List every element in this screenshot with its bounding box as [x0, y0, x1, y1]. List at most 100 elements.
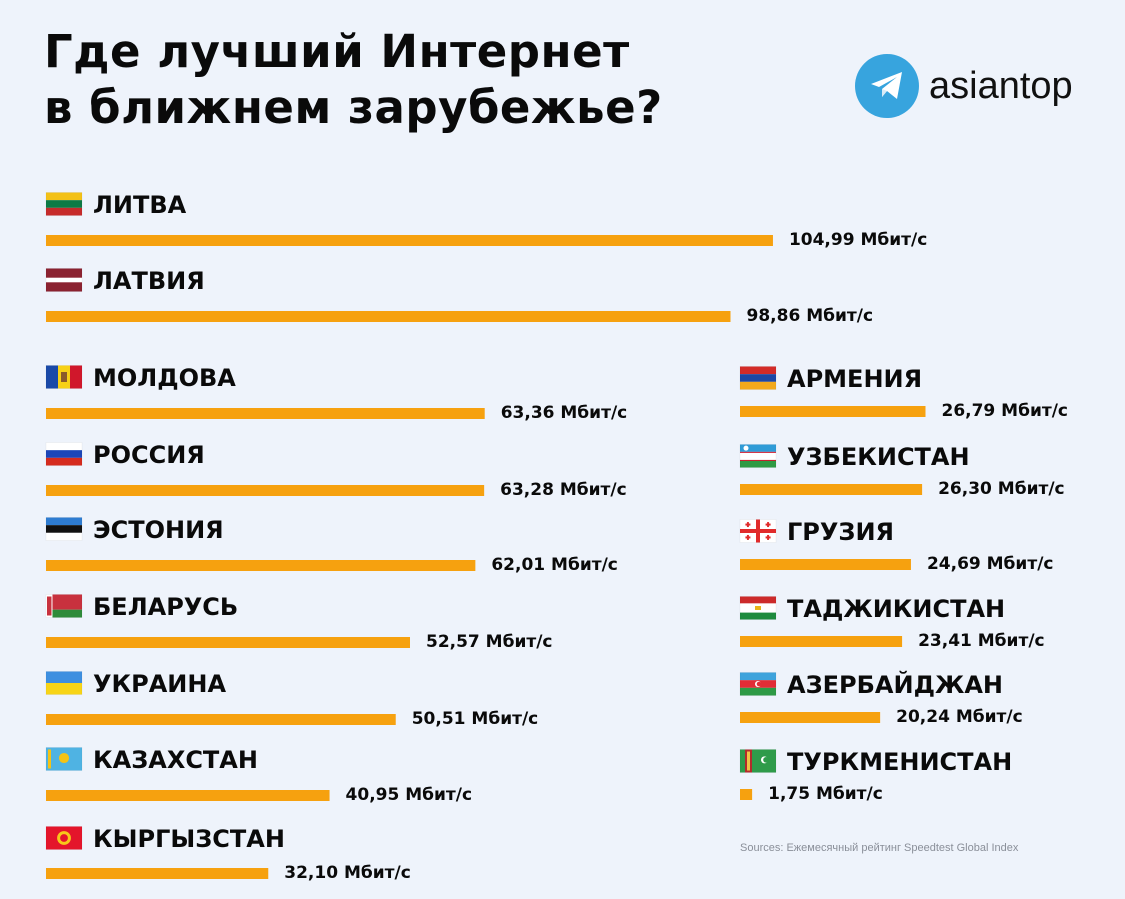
flag-carpet-pattern: [747, 751, 750, 771]
flag-crown: [755, 606, 761, 610]
flag-small-cross: [767, 534, 770, 540]
flag-small-cross: [746, 522, 749, 528]
value-label: 40,95 Мбит/с: [346, 785, 473, 805]
value-label: 98,86 Мбит/с: [747, 306, 874, 326]
value-label: 24,69 Мбит/с: [927, 554, 1054, 574]
flag-stripe: [46, 442, 82, 451]
flag-ornament: [48, 749, 51, 769]
flag-stripe: [70, 365, 82, 389]
country-label: КАЗАХСТАН: [93, 746, 258, 774]
flag-stripe: [46, 594, 82, 610]
flag-stripe: [46, 609, 82, 618]
value-label: 32,10 Мбит/с: [284, 863, 411, 883]
bar: [46, 790, 330, 801]
country-label: РОССИЯ: [93, 441, 205, 469]
value-label: 50,51 Мбит/с: [412, 709, 539, 729]
flag-emblem: [61, 372, 67, 382]
bar: [46, 485, 485, 496]
chart-title: Где лучший Интернет в ближнем зарубежье?: [44, 24, 663, 136]
flag-small-cross: [767, 522, 770, 528]
flag-stripe: [46, 671, 82, 683]
asiantop-logo: asiantop: [855, 53, 1073, 119]
flag-moon: [743, 445, 749, 451]
value-label: 62,01 Мбит/с: [491, 555, 618, 575]
flag-kazakhstan-icon: [45, 747, 83, 771]
flag-small-cross: [746, 534, 749, 540]
value-label: 26,79 Мбит/с: [941, 401, 1068, 421]
flag-russia-icon: [45, 442, 83, 466]
flag-stripe: [740, 672, 776, 681]
value-label: 104,99 Мбит/с: [789, 230, 927, 250]
flag-stripe: [740, 612, 776, 620]
flag-stripe: [46, 192, 82, 201]
value-label: 1,75 Мбит/с: [768, 784, 883, 804]
value-label: 20,24 Мбит/с: [896, 707, 1023, 727]
flag-ornament: [47, 596, 52, 616]
flag-stripe: [46, 525, 82, 533]
flag-stripe: [46, 207, 82, 216]
country-label: АЗЕРБАЙДЖАН: [787, 670, 1003, 699]
title-line-1: Где лучший Интернет: [44, 25, 630, 78]
logo-text: asiantop: [929, 64, 1073, 107]
flag-belarus-icon: [45, 594, 83, 618]
flag-stripe: [740, 381, 776, 390]
country-label: УКРАИНА: [93, 670, 226, 698]
bar: [740, 406, 926, 417]
flag-stripe: [740, 460, 776, 468]
flag-cross: [740, 529, 776, 533]
flag-armenia-icon: [739, 366, 777, 390]
flag-stripe: [46, 517, 82, 526]
country-label: КЫРГЫЗСТАН: [93, 825, 285, 853]
flag-sun: [58, 752, 70, 764]
country-label: ТУРКМЕНИСТАН: [787, 748, 1012, 776]
flag-kyrgyzstan-icon: [45, 826, 83, 850]
flag-georgia-icon: [739, 519, 777, 543]
country-label: АРМЕНИЯ: [787, 365, 922, 393]
flag-turkmenistan-icon: [739, 749, 777, 773]
country-label: МОЛДОВА: [93, 364, 236, 392]
country-label: ТАДЖИКИСТАН: [787, 595, 1005, 623]
bar: [740, 484, 923, 495]
bar: [46, 868, 269, 879]
bar: [46, 408, 485, 419]
flag-stripe: [740, 687, 776, 696]
value-label: 26,30 Мбит/с: [938, 479, 1065, 499]
flag-stripe: [46, 532, 82, 541]
value-label: 63,36 Мбит/с: [501, 403, 628, 423]
bar: [740, 789, 753, 800]
bar: [740, 636, 903, 647]
flag-stripe: [740, 374, 776, 382]
flag-uzbekistan-icon: [739, 444, 777, 468]
country-label: БЕЛАРУСЬ: [93, 593, 238, 621]
title-line-2: в ближнем зарубежье?: [44, 81, 663, 134]
value-label: 23,41 Мбит/с: [918, 631, 1045, 651]
country-label: ГРУЗИЯ: [787, 518, 894, 546]
flag-tajikistan-icon: [739, 596, 777, 620]
flag-stripe: [46, 683, 82, 695]
country-label: ЛИТВА: [93, 191, 187, 219]
flag-ukraine-icon: [45, 671, 83, 695]
bar: [46, 235, 773, 246]
flag-moon-cut: [756, 681, 762, 687]
flag-moon-cut: [763, 757, 769, 763]
value-label: 63,28 Мбит/с: [500, 480, 627, 500]
bar: [46, 714, 396, 725]
flag-stripe: [740, 459, 776, 461]
bar: [740, 559, 911, 570]
flag-stripe: [46, 277, 82, 283]
flag-stripe: [46, 450, 82, 458]
flag-sun-center: [60, 834, 68, 842]
telegram-icon: [855, 54, 919, 118]
bar: [46, 311, 731, 322]
flag-stripe: [46, 457, 82, 466]
flag-stripe: [46, 200, 82, 208]
country-label: УЗБЕКИСТАН: [787, 443, 970, 471]
flag-stripe: [740, 451, 776, 453]
flag-azerbaijan-icon: [739, 672, 777, 696]
source-note: Sources: Ежемесячный рейтинг Speedtest G…: [740, 842, 1019, 854]
bar: [46, 560, 476, 571]
flag-stripe: [740, 596, 776, 604]
flag-estonia-icon: [45, 517, 83, 541]
flag-stripe: [740, 444, 776, 452]
